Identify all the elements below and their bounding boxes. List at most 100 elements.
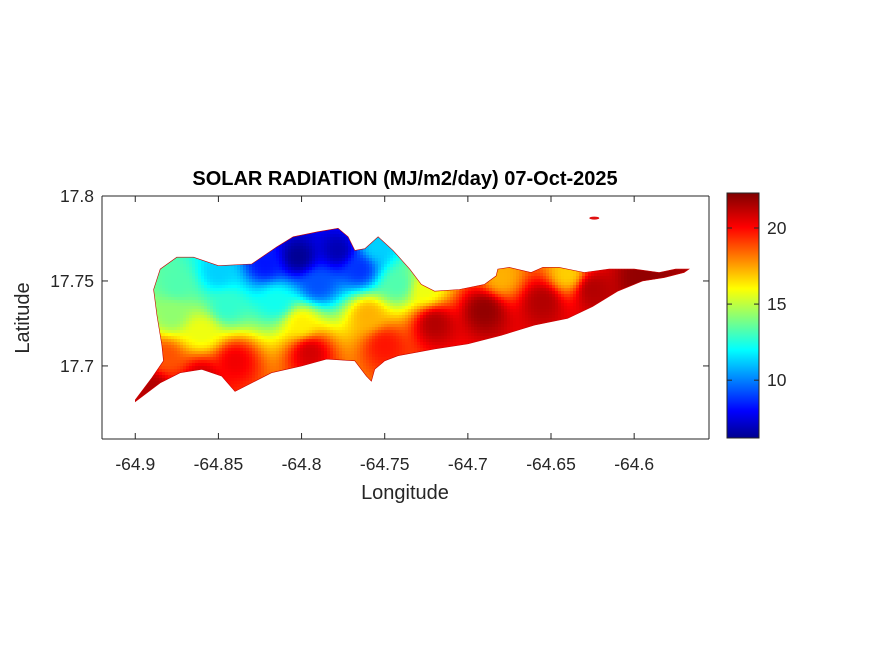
field-cell: [333, 237, 337, 241]
field-cell: [384, 273, 388, 277]
field-cell: [363, 267, 367, 271]
field-cell: [195, 243, 199, 247]
field-cell: [225, 297, 229, 301]
field-cell: [348, 258, 352, 262]
field-cell: [195, 288, 199, 292]
field-cell: [231, 282, 235, 286]
field-cell: [504, 234, 508, 238]
field-cell: [300, 231, 304, 235]
field-cell: [315, 246, 319, 250]
field-cell: [459, 237, 463, 241]
field-cell: [537, 288, 541, 292]
field-cell: [213, 297, 217, 301]
field-cell: [285, 228, 289, 232]
field-cell: [219, 276, 223, 280]
field-cell: [498, 276, 502, 280]
field-cell: [324, 294, 328, 298]
field-cell: [687, 297, 690, 301]
field-cell: [336, 300, 340, 304]
field-cell: [138, 267, 142, 271]
field-cell: [225, 228, 229, 232]
field-cell: [648, 285, 652, 289]
field-cell: [315, 252, 319, 256]
field-cell: [279, 300, 283, 304]
field-cell: [312, 282, 316, 286]
field-cell: [324, 297, 328, 301]
field-cell: [153, 240, 157, 244]
field-cell: [450, 282, 454, 286]
field-cell: [177, 279, 181, 283]
field-cell: [252, 297, 256, 301]
field-cell: [546, 249, 550, 253]
field-cell: [504, 246, 508, 250]
field-cell: [402, 264, 406, 268]
field-cell: [207, 297, 211, 301]
field-cell: [465, 234, 469, 238]
field-cell: [333, 234, 337, 238]
field-cell: [273, 249, 277, 253]
field-cell: [306, 282, 310, 286]
field-cell: [303, 270, 307, 274]
field-cell: [183, 276, 187, 280]
field-cell: [339, 246, 343, 250]
field-cell: [516, 249, 520, 253]
field-cell: [540, 288, 544, 292]
field-cell: [276, 255, 280, 259]
field-cell: [378, 273, 382, 277]
field-cell: [204, 243, 208, 247]
field-cell: [186, 276, 190, 280]
field-cell: [387, 300, 391, 304]
field-cell: [471, 258, 475, 262]
field-cell: [216, 300, 220, 304]
field-cell: [213, 291, 217, 295]
field-cell: [450, 243, 454, 247]
field-cell: [174, 297, 178, 301]
field-cell: [177, 249, 181, 253]
field-cell: [321, 252, 325, 256]
field-cell: [555, 288, 559, 292]
field-cell: [570, 249, 574, 253]
field-cell: [345, 285, 349, 289]
field-cell: [240, 300, 244, 304]
field-cell: [546, 273, 550, 277]
field-cell: [474, 273, 478, 277]
field-cell: [207, 276, 211, 280]
field-cell: [417, 261, 421, 265]
field-cell: [156, 285, 160, 289]
field-cell: [618, 291, 622, 295]
field-cell: [180, 249, 184, 253]
field-cell: [348, 273, 352, 277]
field-cell: [684, 303, 688, 307]
field-cell: [594, 288, 598, 292]
field-cell: [342, 237, 346, 241]
field-cell: [591, 234, 595, 238]
field-cell: [309, 294, 313, 298]
field-cell: [435, 231, 439, 235]
field-cell: [393, 273, 397, 277]
field-cell: [204, 270, 208, 274]
field-cell: [588, 285, 592, 289]
field-cell: [666, 303, 670, 307]
field-cell: [153, 264, 157, 268]
field-cell: [366, 234, 370, 238]
field-cell: [537, 243, 541, 247]
field-cell: [522, 252, 526, 256]
field-cell: [147, 237, 151, 241]
field-cell: [348, 294, 352, 298]
field-cell: [660, 237, 664, 241]
field-cell: [222, 237, 226, 241]
field-cell: [450, 294, 454, 298]
field-cell: [495, 261, 499, 265]
field-cell: [591, 267, 595, 271]
field-cell: [282, 258, 286, 262]
field-cell: [687, 273, 690, 277]
field-cell: [597, 252, 601, 256]
field-cell: [198, 306, 202, 310]
field-cell: [513, 252, 517, 256]
field-cell: [558, 291, 562, 295]
field-cell: [243, 297, 247, 301]
field-cell: [486, 294, 490, 298]
field-cell: [510, 237, 514, 241]
field-cell: [156, 258, 160, 262]
field-cell: [207, 303, 211, 307]
